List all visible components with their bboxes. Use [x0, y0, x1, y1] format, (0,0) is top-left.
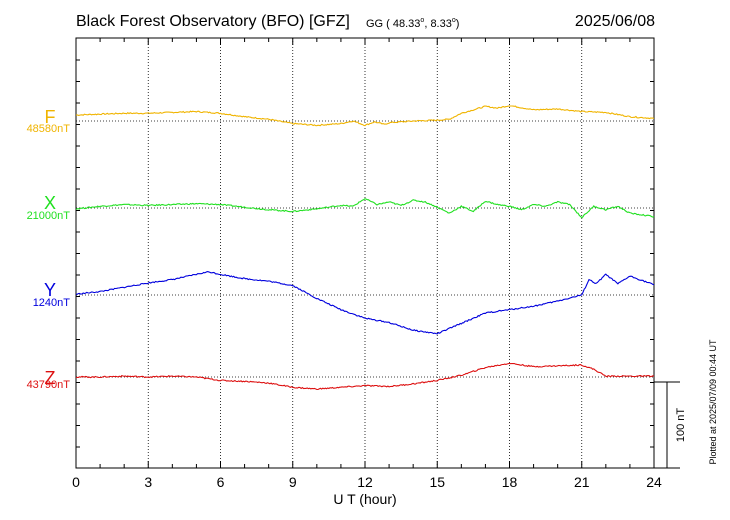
- series-layer: [75, 105, 655, 391]
- x-tick-label: 21: [574, 474, 590, 490]
- series-name-y: Y: [44, 280, 56, 300]
- baseline-label-y: 1240nT: [33, 297, 71, 309]
- x-tick-label: 15: [429, 474, 445, 490]
- baseline-label-f: 48580nT: [27, 123, 71, 135]
- series-line-z: [75, 362, 655, 391]
- series-line-x: [75, 198, 655, 219]
- grid-lines: [76, 38, 654, 468]
- baseline-label-x: 21000nT: [27, 210, 71, 222]
- x-tick-label: 18: [502, 474, 518, 490]
- x-tick-label: 3: [144, 474, 152, 490]
- x-tick-labels: 0 3 6 9 12 15 18 21 24: [72, 474, 662, 490]
- chart-title: Black Forest Observatory (BFO) [GFZ]: [76, 13, 350, 30]
- x-axis-label: U T (hour): [333, 491, 396, 507]
- x-tick-label: 24: [646, 474, 662, 490]
- series-name-z: Z: [45, 368, 56, 388]
- scale-bar: 100 nT: [654, 381, 687, 469]
- x-tick-label: 12: [357, 474, 373, 490]
- x-tick-label: 9: [289, 474, 297, 490]
- plotted-timestamp: Plotted at 2025/07/09 00:44 UT: [708, 339, 718, 465]
- scale-bar-label: 100 nT: [675, 408, 687, 443]
- plot-frame: [75, 37, 655, 469]
- series-line-y: [75, 271, 655, 335]
- x-tick-label: 6: [217, 474, 225, 490]
- baseline-label-z: 43790nT: [27, 379, 71, 391]
- x-tick-label: 0: [72, 474, 80, 490]
- axis-ticks: [75, 38, 655, 468]
- chart-date: 2025/06/08: [575, 13, 655, 30]
- series-line-f: [75, 105, 655, 127]
- series-name-f: F: [45, 107, 56, 127]
- series-name-x: X: [44, 193, 56, 213]
- station-coordinates: GG ( 48.33o, 8.33o): [366, 17, 459, 30]
